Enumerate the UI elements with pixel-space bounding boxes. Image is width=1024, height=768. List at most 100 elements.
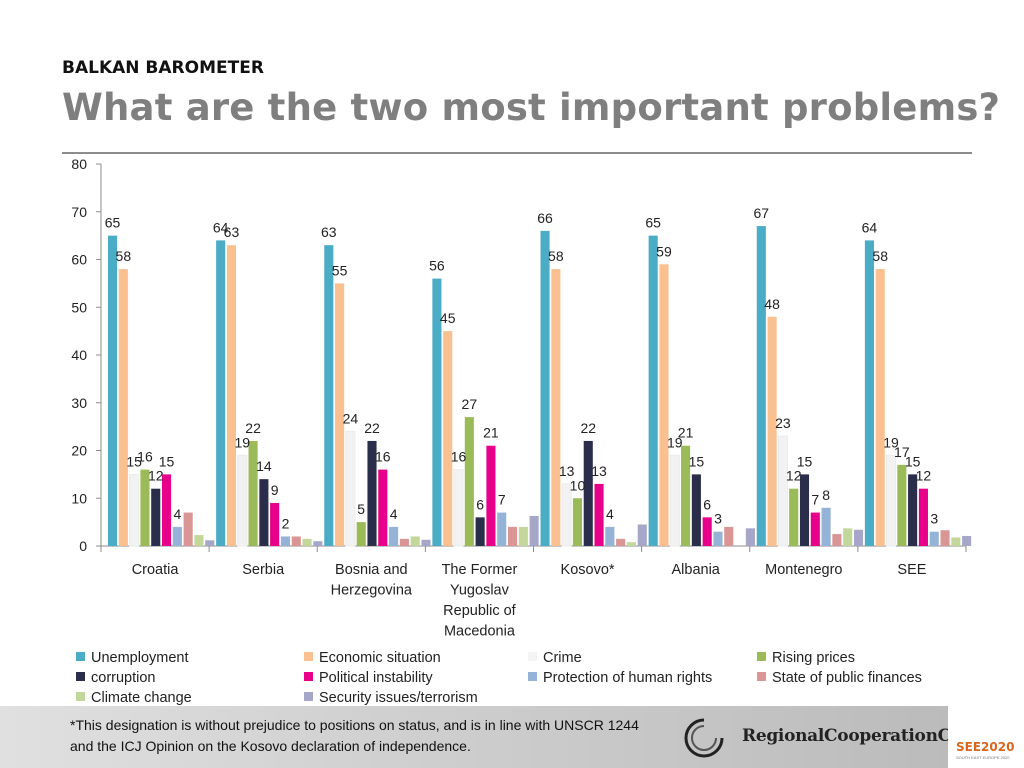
data-label: 6 (476, 496, 484, 512)
data-label: 8 (822, 487, 830, 503)
legend-item: State of public finances (757, 670, 922, 686)
bar (183, 512, 193, 546)
bar (626, 542, 636, 546)
kicker-label: BALKAN BAROMETER (62, 58, 264, 78)
legend-label: corruption (91, 670, 156, 686)
bar (172, 526, 182, 546)
data-label: 56 (429, 258, 445, 274)
x-tick-label: Bosnia and (335, 562, 408, 578)
bar (151, 488, 161, 546)
legend-swatch (76, 692, 85, 701)
bar (777, 435, 788, 547)
bar (291, 536, 301, 546)
bar (486, 445, 496, 546)
bar (529, 515, 539, 546)
data-label: 27 (462, 396, 478, 412)
x-tick-label: Serbia (242, 562, 285, 578)
see2020-badge-text: SEE2020 (956, 740, 1015, 754)
data-label: 15 (797, 453, 813, 469)
data-label: 24 (343, 410, 359, 426)
bar (162, 474, 172, 546)
bar (681, 445, 691, 546)
bar (551, 269, 561, 546)
bar (216, 240, 226, 546)
data-label: 19 (667, 434, 683, 450)
bar (248, 440, 258, 546)
data-label: 58 (872, 248, 888, 264)
data-label: 15 (159, 453, 175, 469)
org-name: RegionalCooperationCouncil (742, 726, 1009, 746)
bar (843, 528, 853, 546)
y-tick-label: 80 (71, 156, 87, 172)
bar (616, 538, 626, 546)
legend-label: Security issues/terrorism (319, 690, 478, 706)
bar (432, 278, 442, 546)
legend-item: Protection of human rights (528, 670, 712, 686)
x-tick-label: Kosovo* (561, 562, 615, 578)
bar (237, 454, 248, 547)
data-label: 22 (580, 420, 596, 436)
bar (389, 526, 399, 546)
data-label: 67 (754, 205, 770, 221)
legend-swatch (304, 672, 313, 681)
data-label: 16 (451, 449, 467, 465)
data-label: 13 (559, 463, 575, 479)
bar (129, 473, 140, 547)
bar (713, 531, 723, 546)
data-label: 7 (811, 492, 819, 508)
footnote: *This designation is without prejudice t… (70, 717, 639, 754)
bar (410, 536, 420, 546)
bar (897, 464, 907, 546)
legend-item: Climate change (76, 690, 192, 706)
legend-item: Security issues/terrorism (304, 690, 478, 706)
bar (605, 526, 615, 546)
data-label: 45 (440, 310, 456, 326)
bar (885, 454, 897, 547)
x-tick-label: Yugoslav (450, 583, 510, 599)
y-tick-label: 30 (71, 395, 87, 411)
legend-swatch (76, 652, 85, 661)
bar (929, 531, 939, 546)
legend-item: corruption (76, 670, 155, 686)
data-label: 58 (548, 248, 564, 264)
bar (399, 538, 409, 546)
y-tick-label: 70 (71, 204, 87, 220)
bar (497, 512, 507, 546)
legend-swatch (304, 692, 313, 701)
bar (594, 483, 604, 546)
footer-bar: *This designation is without prejudice t… (0, 706, 1024, 768)
bar (637, 524, 647, 546)
bar (518, 526, 528, 546)
bar (864, 240, 874, 546)
legend-swatch (757, 672, 766, 681)
bar (335, 283, 345, 546)
data-label: 64 (213, 219, 229, 235)
data-label: 22 (364, 420, 380, 436)
bar (908, 474, 918, 546)
y-tick-label: 50 (71, 299, 87, 315)
data-label: 5 (357, 501, 365, 517)
data-label: 48 (764, 296, 780, 312)
legend-swatch (528, 672, 537, 681)
see2020-badge-subtitle: SOUTH EAST EUROPE 2020 (956, 755, 1010, 760)
bar (259, 479, 269, 546)
bar (280, 536, 291, 546)
data-label: 65 (105, 215, 121, 231)
data-label: 63 (321, 224, 337, 240)
legend-item: Political instability (304, 670, 433, 686)
bar (691, 474, 701, 546)
legend-item: Crime (528, 650, 582, 666)
data-label: 12 (916, 468, 932, 484)
x-tick-label: Macedonia (444, 624, 516, 640)
legend-swatch (757, 652, 766, 661)
bar (443, 331, 453, 546)
data-label: 3 (930, 511, 938, 527)
data-label: 64 (862, 219, 878, 235)
data-label: 13 (591, 463, 607, 479)
legend-label: State of public finances (772, 670, 922, 686)
bar (821, 507, 831, 546)
legend-label: Economic situation (319, 650, 441, 666)
bar (464, 417, 474, 546)
data-label: 19 (234, 434, 250, 450)
bar (962, 535, 972, 546)
